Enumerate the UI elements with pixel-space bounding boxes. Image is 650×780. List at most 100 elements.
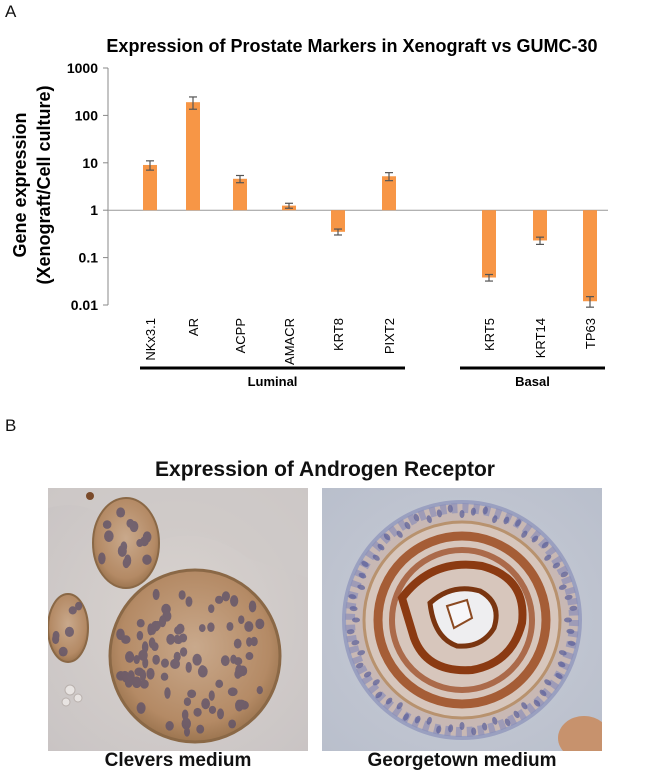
cell-nucleus: [436, 509, 442, 518]
x-tick-label: TP63: [583, 318, 598, 349]
cell-nucleus: [557, 661, 566, 668]
cell-nucleus: [352, 617, 360, 623]
cell-nucleus: [544, 679, 552, 686]
cell-nucleus: [226, 621, 234, 631]
cell-nucleus: [515, 519, 521, 527]
cell-nucleus: [555, 673, 563, 679]
y-tick-label: 0.01: [71, 297, 98, 313]
chart-title: Expression of Prostate Markers in Xenogr…: [106, 36, 597, 56]
cell-nucleus: [116, 628, 125, 640]
cell-nucleus: [181, 717, 192, 730]
cell-nucleus: [372, 554, 380, 561]
cell-nucleus: [152, 654, 160, 665]
cell-nucleus: [117, 545, 127, 557]
micrograph-georgetown-drawing: [322, 488, 602, 751]
group-label: Basal: [515, 374, 550, 389]
bar-chart: Expression of Prostate Markers in Xenogr…: [10, 36, 608, 389]
cell-nucleus: [58, 646, 68, 657]
caption-clevers: Clevers medium: [104, 750, 252, 771]
x-tick-label: KRT8: [331, 318, 346, 351]
cell-nucleus: [221, 591, 230, 602]
cell-nucleus: [363, 671, 372, 678]
cell-nucleus: [192, 653, 202, 666]
cell-nucleus: [122, 557, 130, 569]
cell-nucleus: [447, 504, 453, 513]
cell-nucleus: [228, 719, 237, 729]
cell-nucleus: [185, 596, 193, 607]
x-tick-label: AMACR: [282, 318, 297, 365]
cell-nucleus: [558, 650, 567, 656]
bar: [583, 210, 597, 302]
cell-nucleus: [531, 535, 539, 543]
x-tick-label: NKx3.1: [143, 318, 158, 361]
cell-nucleus: [569, 605, 578, 611]
x-tick-label: ACPP: [233, 318, 248, 353]
cell-nucleus: [207, 622, 215, 632]
cell-nucleus: [470, 507, 476, 516]
cell-nucleus: [492, 515, 498, 524]
cell-nucleus: [361, 561, 369, 567]
cell-nucleus: [521, 702, 528, 710]
cell-nucleus: [104, 530, 114, 542]
cell-nucleus: [215, 679, 224, 689]
micrograph-clevers-drawing: [48, 488, 308, 751]
cell-nucleus: [98, 552, 106, 565]
cell-nucleus: [160, 672, 169, 681]
cell-nucleus: [471, 727, 477, 736]
cell-nucleus: [152, 588, 160, 601]
cell-nucleus: [174, 625, 183, 635]
cell-nucleus: [564, 594, 573, 600]
cell-nucleus: [238, 615, 245, 625]
cell-nucleus: [448, 724, 454, 733]
cell-nucleus: [426, 515, 432, 524]
cell-nucleus: [159, 615, 167, 628]
cell-nucleus: [385, 697, 393, 705]
cell-nucleus: [133, 655, 140, 665]
cell-nucleus: [566, 628, 575, 634]
cell-nucleus: [377, 543, 385, 551]
y-tick-label: 1: [90, 202, 98, 218]
cell-nucleus: [358, 572, 367, 579]
cell-nucleus: [357, 584, 366, 590]
bar: [482, 210, 496, 278]
cell-nucleus: [544, 554, 552, 561]
cell-nucleus: [116, 507, 126, 518]
cell-nucleus: [248, 600, 257, 613]
cell-nucleus: [193, 707, 202, 717]
cell-nucleus: [136, 702, 146, 714]
bar: [143, 164, 157, 211]
cell-nucleus: [396, 702, 403, 710]
cell-nucleus: [235, 664, 243, 677]
x-tick-label: KRT5: [482, 318, 497, 351]
cell-nucleus: [250, 636, 258, 647]
cell-nucleus: [403, 713, 409, 721]
cell-nucleus: [125, 651, 135, 663]
y-tick-label: 1000: [67, 60, 98, 76]
cell-nucleus: [404, 521, 411, 530]
cell-nucleus: [208, 604, 215, 614]
group-label: Luminal: [248, 374, 298, 389]
cell-nucleus: [227, 687, 238, 697]
cell-nucleus: [201, 698, 210, 710]
cell-nucleus: [357, 650, 366, 656]
cell-nucleus: [256, 685, 263, 695]
cell-nucleus: [187, 689, 197, 699]
cell-nucleus: [255, 618, 265, 630]
cell-nucleus: [183, 727, 191, 737]
cell-nucleus: [230, 654, 237, 664]
cell-nucleus: [102, 520, 112, 529]
cell-nucleus: [558, 584, 567, 590]
cell-nucleus: [52, 633, 60, 645]
cell-nucleus: [136, 630, 144, 641]
cell-nucleus: [230, 595, 239, 607]
micrograph-georgetown: [322, 488, 602, 751]
cell-nucleus: [355, 662, 364, 669]
cell-nucleus: [567, 640, 576, 646]
cell-nucleus: [372, 679, 380, 686]
panel-a-letter: A: [5, 2, 17, 21]
cell-nucleus: [233, 638, 242, 649]
cell-nucleus: [482, 722, 488, 731]
panel-b-letter: B: [5, 416, 17, 435]
bar: [533, 210, 547, 241]
cell-nucleus: [142, 554, 152, 565]
